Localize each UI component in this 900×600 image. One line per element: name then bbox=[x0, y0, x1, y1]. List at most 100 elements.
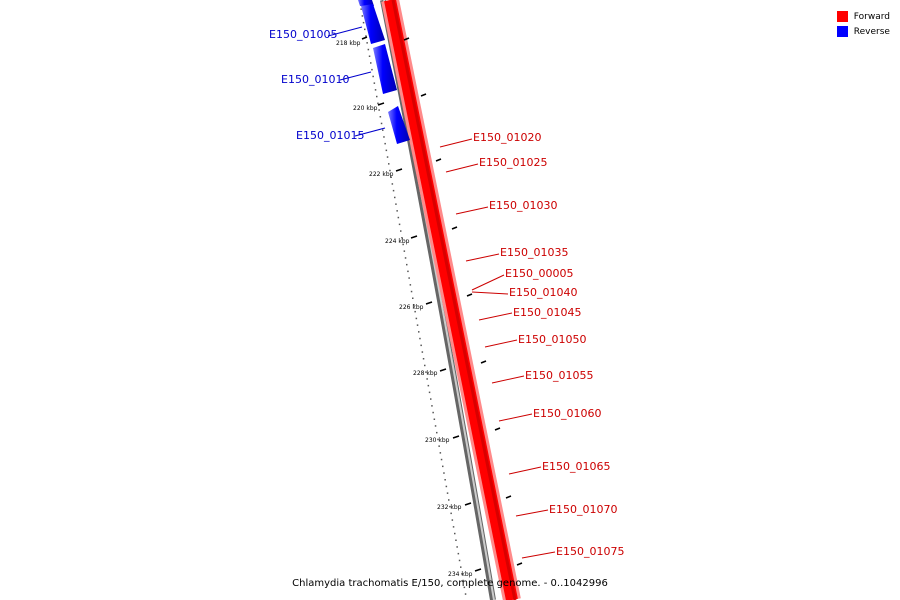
minor-tick bbox=[456, 546, 458, 548]
minor-tick bbox=[442, 465, 444, 468]
minor-tick bbox=[386, 156, 389, 158]
strand-tick bbox=[420, 93, 427, 97]
leader-line bbox=[339, 71, 372, 81]
minor-tick bbox=[415, 317, 418, 320]
minor-tick bbox=[462, 579, 464, 582]
leader-line bbox=[484, 339, 518, 348]
major-tick bbox=[377, 102, 385, 106]
minor-tick bbox=[374, 89, 377, 91]
major-tick bbox=[361, 36, 368, 40]
leader-line bbox=[465, 253, 500, 262]
minor-tick bbox=[361, 15, 364, 17]
leader-line bbox=[478, 312, 513, 321]
minor-tick bbox=[385, 149, 388, 152]
strand-tick bbox=[494, 427, 501, 431]
minor-tick bbox=[410, 290, 413, 293]
minor-tick bbox=[373, 82, 376, 84]
gene-label-forward[interactable]: E150_01065 bbox=[542, 460, 610, 473]
minor-tick bbox=[464, 593, 467, 595]
strand-tick bbox=[435, 158, 442, 162]
minor-tick bbox=[371, 68, 373, 71]
legend-label-forward: Forward bbox=[853, 11, 890, 22]
gene-label-forward[interactable]: E150_01050 bbox=[518, 333, 586, 346]
scale-label: 218 kbp bbox=[336, 40, 361, 47]
reverse-gene-labels: E150_01005 E150_01010 E150_01015 bbox=[269, 26, 386, 142]
gene-label-forward[interactable]: E150_01060 bbox=[533, 407, 601, 420]
minor-tick bbox=[427, 384, 430, 387]
reverse-gene-blocks bbox=[358, 0, 410, 144]
forward-swatch bbox=[836, 11, 848, 22]
gene-label-forward[interactable]: E150_01035 bbox=[500, 246, 568, 259]
minor-tick bbox=[390, 176, 392, 178]
scale-label: 230 kbp bbox=[425, 437, 450, 444]
minor-tick bbox=[460, 566, 462, 568]
minor-tick bbox=[425, 371, 427, 373]
leader-line bbox=[327, 26, 363, 37]
minor-tick bbox=[450, 512, 452, 515]
scale-minor-ticks bbox=[359, 1, 467, 595]
leader-line bbox=[471, 274, 505, 291]
gene-label-forward[interactable]: E150_01045 bbox=[513, 306, 581, 319]
scale-major-ticks: 218 kbp 220 kbp 222 kbp 224 kbp 226 kbp … bbox=[336, 36, 482, 578]
minor-tick bbox=[443, 472, 445, 474]
minor-tick bbox=[408, 277, 410, 279]
strand-tick bbox=[480, 360, 487, 364]
minor-tick bbox=[454, 532, 456, 535]
forward-gene-labels: E150_01020 E150_01025 E150_01030 E150_01… bbox=[439, 131, 624, 559]
reverse-swatch bbox=[836, 26, 848, 37]
minor-tick bbox=[388, 163, 390, 165]
major-tick bbox=[464, 502, 472, 506]
minor-tick bbox=[402, 243, 404, 246]
leader-line bbox=[471, 291, 509, 295]
minor-tick bbox=[368, 55, 371, 57]
minor-tick bbox=[370, 62, 372, 64]
minor-tick bbox=[362, 21, 365, 24]
leader-line bbox=[491, 375, 525, 384]
minor-tick bbox=[400, 230, 402, 232]
minor-tick bbox=[426, 378, 428, 380]
minor-tick bbox=[378, 109, 380, 111]
minor-tick bbox=[364, 28, 366, 31]
scale-label: 234 kbp bbox=[448, 571, 473, 578]
gene-label-reverse[interactable]: E150_01010 bbox=[281, 73, 349, 86]
strand-ticks bbox=[403, 37, 523, 566]
minor-tick bbox=[380, 122, 383, 125]
minor-tick bbox=[418, 331, 420, 333]
minor-tick bbox=[376, 95, 378, 98]
minor-tick bbox=[409, 284, 412, 286]
gene-label-forward[interactable]: E150_01025 bbox=[479, 156, 547, 169]
leader-line bbox=[445, 163, 479, 173]
minor-tick bbox=[392, 189, 395, 192]
gene-label-forward[interactable]: E150_00005 bbox=[505, 267, 573, 280]
gene-label-forward[interactable]: E150_01040 bbox=[509, 286, 577, 299]
legend-label-reverse: Reverse bbox=[853, 26, 890, 37]
major-tick bbox=[439, 368, 447, 372]
minor-tick bbox=[451, 519, 454, 521]
gene-label-forward[interactable]: E150_01030 bbox=[489, 199, 557, 212]
gene-label-forward[interactable]: E150_01070 bbox=[549, 503, 617, 516]
minor-tick bbox=[391, 183, 394, 185]
minor-tick bbox=[461, 573, 463, 575]
minor-tick bbox=[422, 358, 425, 360]
minor-tick bbox=[412, 297, 414, 299]
minor-tick bbox=[407, 270, 409, 273]
minor-tick bbox=[458, 559, 461, 562]
strand-tick bbox=[516, 562, 523, 566]
reverse-gene-block bbox=[373, 44, 397, 94]
gene-label-forward[interactable]: E150_01020 bbox=[473, 131, 541, 144]
gene-label-reverse[interactable]: E150_01015 bbox=[296, 129, 364, 142]
strand-tick bbox=[451, 226, 458, 230]
scale-label: 226 kbp bbox=[399, 304, 424, 311]
minor-tick bbox=[383, 136, 385, 138]
minor-tick bbox=[445, 485, 448, 488]
gene-label-forward[interactable]: E150_01075 bbox=[556, 545, 624, 558]
minor-tick bbox=[421, 351, 424, 353]
gene-label-reverse[interactable]: E150_01005 bbox=[269, 28, 337, 41]
minor-tick bbox=[449, 505, 451, 508]
minor-tick bbox=[419, 337, 421, 340]
minor-tick bbox=[389, 169, 391, 172]
major-tick bbox=[395, 168, 403, 172]
minor-tick bbox=[463, 586, 466, 589]
gene-label-forward[interactable]: E150_01055 bbox=[525, 369, 593, 382]
